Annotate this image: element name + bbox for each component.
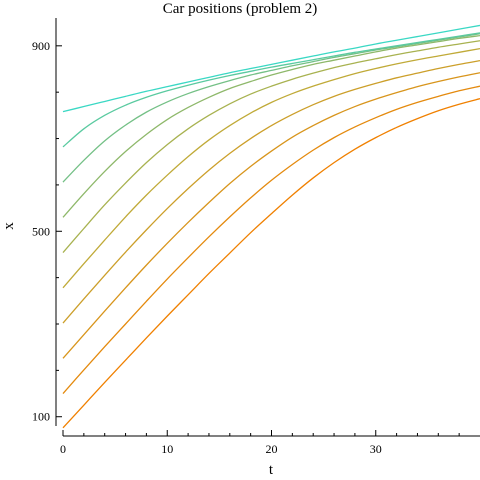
x-tick-label: 10 bbox=[161, 442, 173, 456]
x-tick-label: 20 bbox=[266, 442, 278, 456]
series-line-1 bbox=[62, 98, 480, 429]
series-line-9 bbox=[62, 32, 480, 148]
series-line-2 bbox=[62, 85, 480, 394]
series-line-6 bbox=[62, 40, 480, 254]
x-tick-label: 0 bbox=[60, 442, 66, 456]
x-axis-label: t bbox=[269, 462, 274, 478]
series-line-4 bbox=[62, 60, 480, 324]
series-line-7 bbox=[62, 34, 480, 218]
y-axis-label: x bbox=[1, 222, 17, 230]
chart-title: Car positions (problem 2) bbox=[163, 1, 318, 17]
series-line-8 bbox=[62, 33, 480, 183]
series-line-5 bbox=[62, 47, 480, 289]
x-ticks: 0 10 20 30 bbox=[60, 430, 460, 456]
y-tick-label: 900 bbox=[32, 39, 50, 53]
series-line-10 bbox=[62, 24, 480, 113]
y-tick-label: 100 bbox=[32, 410, 50, 424]
series-line-3 bbox=[62, 72, 480, 359]
y-ticks: 100 500 900 bbox=[32, 39, 62, 424]
x-tick-label: 30 bbox=[370, 442, 382, 456]
series-layer bbox=[62, 24, 480, 429]
y-tick-label: 500 bbox=[32, 224, 50, 238]
